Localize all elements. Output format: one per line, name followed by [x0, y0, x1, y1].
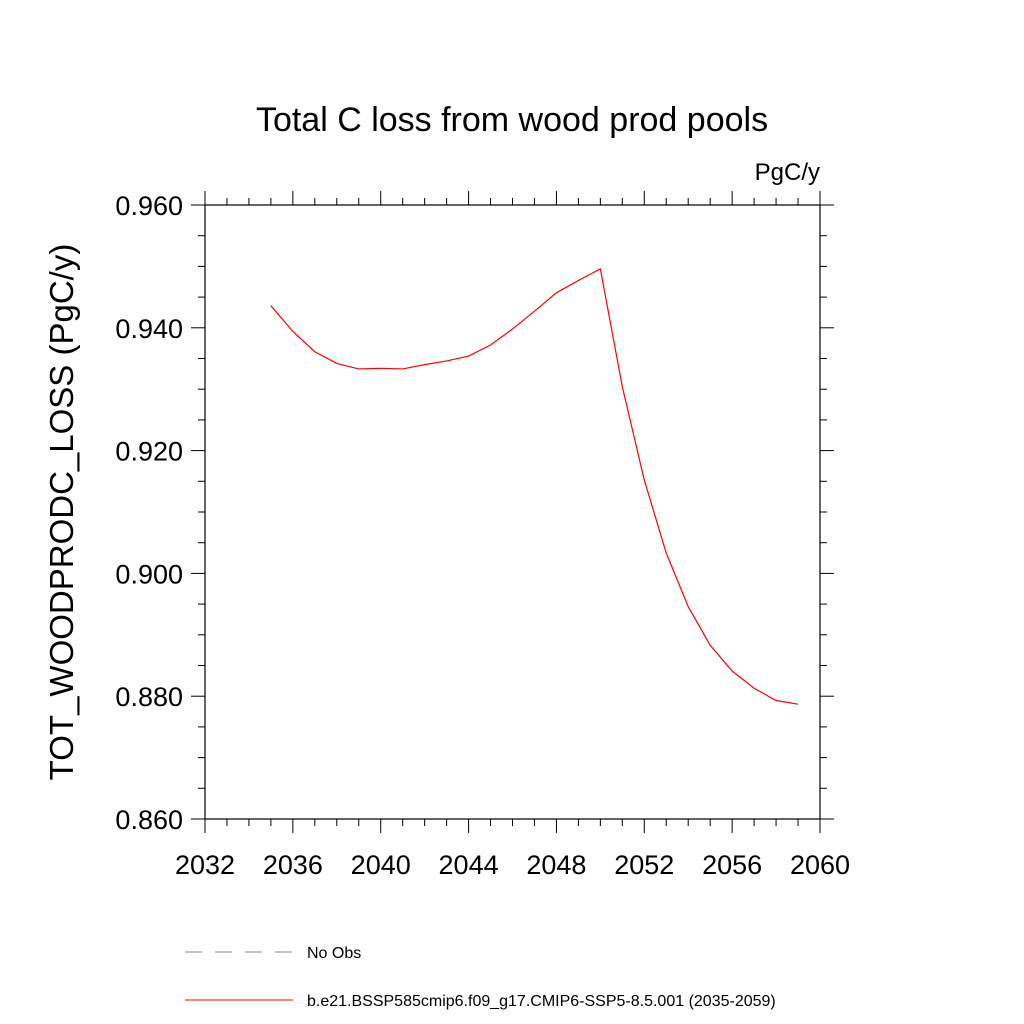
legend-label-2: b.e21.BSSP585cmip6.f09_g17.CMIP6-SSP5-8.…	[307, 993, 776, 1010]
x-tick-label: 2032	[175, 850, 235, 880]
y-axis-ticks: 0.860 0.880 0.900 0.920 0.940 0.960	[115, 191, 834, 835]
y-tick-label: 0.900	[115, 559, 183, 589]
x-tick-label: 2048	[526, 850, 586, 880]
y-axis-label: TOT_WOODPRODC_LOSS (PgC/y)	[43, 244, 80, 781]
x-axis-ticks: 2032 2036 2040 2044 2048 2052 2056 2060	[175, 191, 850, 880]
legend-label-1: No Obs	[307, 945, 361, 962]
y-tick-label: 0.860	[115, 805, 183, 835]
x-tick-label: 2036	[263, 850, 323, 880]
x-tick-label: 2044	[439, 850, 499, 880]
y-tick-label: 0.880	[115, 682, 183, 712]
x-tick-label: 2040	[351, 850, 411, 880]
units-label: PgC/y	[755, 159, 820, 186]
plot-border	[204, 204, 821, 820]
plot-frame	[204, 204, 821, 820]
series-line	[270, 267, 799, 705]
legend: No Obs b.e21.BSSP585cmip6.f09_g17.CMIP6-S…	[185, 945, 776, 1010]
x-tick-label: 2052	[614, 850, 674, 880]
x-tick-label: 2056	[702, 850, 762, 880]
series-layer	[270, 267, 799, 705]
y-tick-label: 0.940	[115, 314, 183, 344]
y-tick-label: 0.960	[115, 191, 183, 221]
x-tick-label: 2060	[790, 850, 850, 880]
chart-title: Total C loss from wood prod pools	[256, 101, 768, 139]
y-tick-label: 0.920	[115, 437, 183, 467]
